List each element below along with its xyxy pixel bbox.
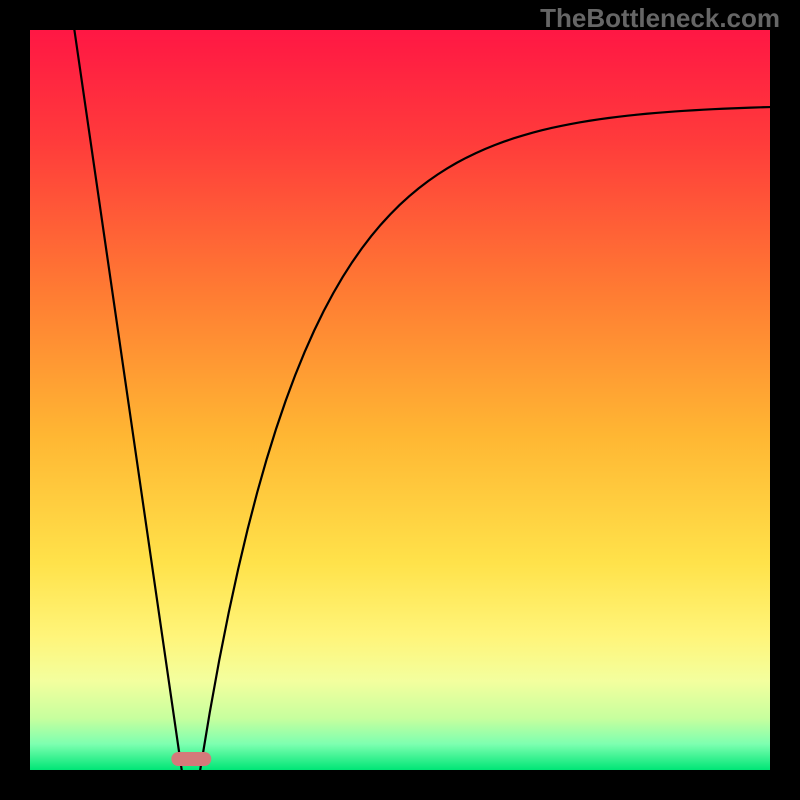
gradient-plot-area	[30, 30, 770, 770]
watermark-text: TheBottleneck.com	[540, 3, 780, 34]
optimal-marker	[171, 752, 211, 766]
bottleneck-chart	[0, 0, 800, 800]
chart-container: TheBottleneck.com	[0, 0, 800, 800]
